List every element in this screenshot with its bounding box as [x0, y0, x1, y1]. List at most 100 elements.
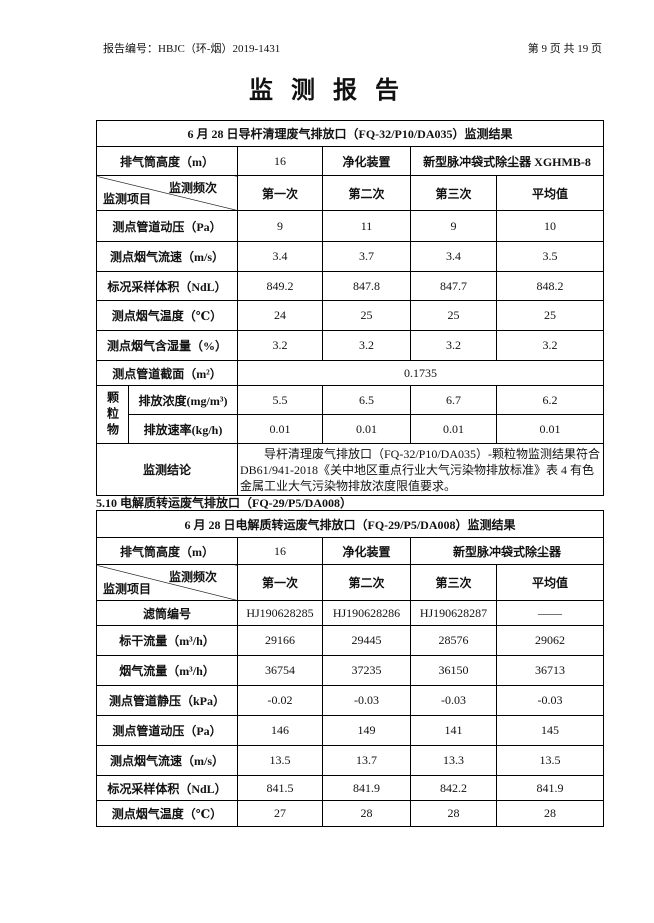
table-row: 测点烟气流速（m/s） 13.5 13.7 13.3 13.5 — [96, 745, 604, 776]
table: 6 月 28 日电解质转运废气排放口（FQ-29/P5/DA008）监测结果 排气… — [96, 510, 604, 827]
table-row: 排气筒高度（m） 16 净化装置 新型脉冲袋式除尘器 — [96, 537, 604, 565]
header-label: 监测频次 — [168, 570, 217, 584]
cell: 5.5 — [237, 385, 323, 415]
cell: 0.01 — [322, 414, 411, 444]
row-label: 测点管道截面（m²） — [96, 360, 238, 386]
cell: 3.2 — [237, 330, 323, 361]
cell: 28 — [322, 800, 411, 827]
row-label: 测点烟气流速（m/s） — [96, 241, 238, 272]
column-header: 平均值 — [496, 564, 604, 601]
cell: HJ190628287 — [410, 600, 497, 626]
row-label: 净化装置 — [322, 146, 411, 176]
table: 6 月 28 日导杆清理废气排放口（FQ-32/P10/DA035）监测结果 排气… — [96, 120, 604, 496]
table-row: 标况采样体积（NdL） 841.5 841.9 842.2 841.9 — [96, 775, 604, 801]
cell: 36150 — [410, 655, 497, 686]
cell: 9 — [237, 210, 323, 242]
cell: 146 — [237, 715, 323, 746]
cell: 25 — [322, 300, 411, 331]
table-row: 测点管道静压（kPa） -0.02 -0.03 -0.03 -0.03 — [96, 685, 604, 716]
row-label: 监测结论 — [96, 443, 238, 496]
cell: 849.2 — [237, 271, 323, 301]
cell: 842.2 — [410, 775, 497, 801]
table-row: 6 月 28 日电解质转运废气排放口（FQ-29/P5/DA008）监测结果 — [96, 510, 604, 538]
cell: 28 — [496, 800, 604, 827]
row-label: 标干流量（m³/h） — [96, 625, 238, 656]
report-title: 监 测 报 告 — [249, 78, 405, 104]
cell: 0.01 — [237, 414, 323, 444]
column-header: 第三次 — [410, 564, 497, 601]
cell: 3.5 — [496, 241, 604, 272]
cell: 28 — [410, 800, 497, 827]
cell: 13.5 — [237, 745, 323, 776]
cell: 24 — [237, 300, 323, 331]
cell: 847.7 — [410, 271, 497, 301]
cell: 0.01 — [410, 414, 497, 444]
row-label: 测点烟气含湿量（%） — [96, 330, 238, 361]
cell: 847.8 — [322, 271, 411, 301]
cell: 11 — [322, 210, 411, 242]
row-label: 测点烟气温度（℃） — [96, 300, 238, 331]
cell: 848.2 — [496, 271, 604, 301]
group-label: 颗粒物 — [96, 385, 129, 444]
table-row: 监测频次 监测项目 第一次 第二次 第三次 平均值 — [96, 175, 604, 211]
table-row: 排放速率(kg/h) 0.01 0.01 0.01 0.01 — [97, 414, 604, 444]
cell: 3.4 — [237, 241, 323, 272]
cell: 841.9 — [496, 775, 604, 801]
conclusion-text: 导杆清理废气排放口（FQ-32/P10/DA035）-颗粒物监测结果符合 DB6… — [237, 443, 604, 496]
cell: 141 — [410, 715, 497, 746]
row-label: 净化装置 — [322, 537, 411, 565]
cell: 13.7 — [322, 745, 411, 776]
cell: 37235 — [322, 655, 411, 686]
cell: 25 — [410, 300, 497, 331]
cell: 16 — [237, 537, 323, 565]
page-number: 第 9 页 共 19 页 — [527, 43, 602, 55]
cell: 新型脉冲袋式除尘器 — [410, 537, 604, 565]
cell: 841.5 — [237, 775, 323, 801]
row-label: 测点烟气温度（℃） — [96, 800, 238, 827]
table-row: 测点烟气温度（℃） 27 28 28 28 — [96, 800, 604, 827]
row-label: 排气筒高度（m） — [96, 146, 238, 176]
cell: 3.2 — [496, 330, 604, 361]
cell: 13.3 — [410, 745, 497, 776]
column-header: 第二次 — [322, 175, 411, 211]
cell: 6.2 — [496, 385, 604, 415]
cell: 10 — [496, 210, 604, 242]
cell: HJ190628286 — [322, 600, 411, 626]
cell: 3.2 — [322, 330, 411, 361]
column-header: 平均值 — [496, 175, 604, 211]
cell: 13.5 — [496, 745, 604, 776]
report-number: 报告编号：HBJC（环-烟）2019-1431 — [103, 43, 281, 55]
table-title: 6 月 28 日电解质转运废气排放口（FQ-29/P5/DA008）监测结果 — [96, 510, 604, 538]
cell: 36713 — [496, 655, 604, 686]
cell: -0.03 — [496, 685, 604, 716]
table-row: 测点管道动压（Pa） 146 149 141 145 — [96, 715, 604, 746]
cell: 3.4 — [410, 241, 497, 272]
diagonal-header: 监测频次监测项目 — [96, 564, 238, 601]
cell: 16 — [237, 146, 323, 176]
row-label: 测点管道动压（Pa） — [96, 210, 238, 242]
cell: 6.5 — [322, 385, 411, 415]
table-row: 监测结论 导杆清理废气排放口（FQ-32/P10/DA035）-颗粒物监测结果符合… — [96, 443, 604, 496]
cell: 27 — [237, 800, 323, 827]
header-label: 监测项目 — [103, 582, 152, 596]
cell: -0.03 — [410, 685, 497, 716]
table-row: 滤筒编号 HJ190628285 HJ190628286 HJ190628287 —— — [96, 600, 604, 626]
table-row: 测点管道动压（Pa） 9 11 9 10 — [96, 210, 604, 242]
cell: 145 — [496, 715, 604, 746]
cell: 3.7 — [322, 241, 411, 272]
cell: 29166 — [237, 625, 323, 656]
cell: 36754 — [237, 655, 323, 686]
header-label: 监测频次 — [168, 181, 217, 195]
table-row: 颗粒物 排放浓度(mg/m³) 5.5 6.5 6.7 6.2 — [96, 385, 604, 444]
cell: 29445 — [322, 625, 411, 656]
cell: 841.9 — [322, 775, 411, 801]
cell: 28576 — [410, 625, 497, 656]
cell: HJ190628285 — [237, 600, 323, 626]
column-header: 第一次 — [237, 175, 323, 211]
cell: 25 — [496, 300, 604, 331]
column-header: 第三次 — [410, 175, 497, 211]
section-heading: 5.10 电解质转运废气排放口（FQ-29/P5/DA008） — [96, 496, 352, 510]
diagonal-header: 监测频次 监测项目 — [96, 175, 238, 211]
column-header: 第二次 — [322, 564, 411, 601]
